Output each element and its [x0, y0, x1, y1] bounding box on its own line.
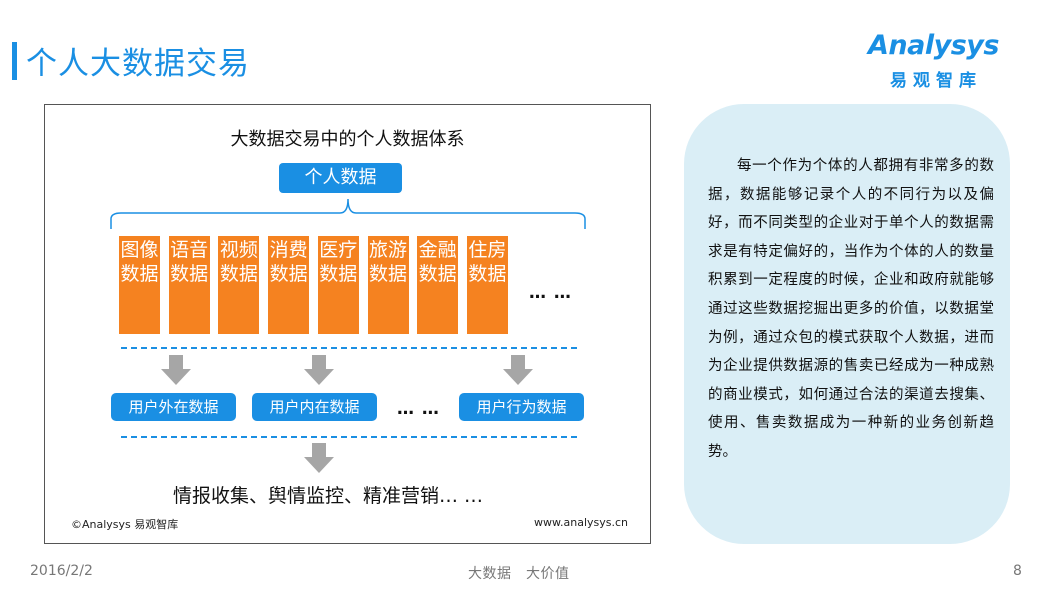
logo-chinese-name: 易观智库: [890, 71, 982, 91]
category-box: 图像数据: [119, 236, 160, 334]
root-node: 个人数据: [279, 163, 402, 193]
category-box: 消费数据: [268, 236, 310, 334]
categories-ellipsis: … …: [529, 283, 572, 303]
footer-slogan: 大数据 大价值: [468, 566, 570, 582]
category-box: 旅游数据: [367, 236, 409, 334]
down-arrow-outcome: [304, 443, 334, 473]
page-number: 8: [1013, 563, 1022, 579]
description-text: 每一个作为个体的人都拥有非常多的数据，数据能够记录个人的不同行为以及偏好，而不同…: [708, 158, 994, 460]
personal-data-diagram: 大数据交易中的个人数据体系 个人数据 图像数据 语音数据 视频数据 消费数据 医疗数据旅…: [44, 104, 651, 544]
down-arrow-2: [304, 355, 334, 385]
dashed-divider-top: [121, 347, 577, 349]
description-panel: 每一个作为个体的人都拥有非常多的数据，数据能够记录个人的不同行为以及偏好，而不同…: [684, 104, 1010, 544]
diagram-title: 大数据交易中的个人数据体系: [230, 129, 465, 150]
category-box: 视频数据: [218, 236, 260, 334]
website-note: www.analysys.cn: [534, 516, 628, 529]
category-box: 医疗数据: [317, 236, 359, 334]
category-box: 金融数据: [417, 236, 459, 334]
subgroup-external: 用户外在数据: [111, 393, 236, 421]
subgroups-ellipsis: … …: [397, 399, 440, 419]
title-accent-bar: [12, 42, 17, 80]
page-title: 个人大数据交易: [26, 46, 250, 82]
category-box: 住房数据: [466, 236, 508, 334]
down-arrow-3: [503, 355, 533, 385]
subgroup-internal: 用户内在数据: [252, 393, 377, 421]
copyright-note: ©Analysys 易观智库: [71, 518, 179, 531]
subgroup-behavior: 用户行为数据: [459, 393, 584, 421]
category-box: 语音数据: [168, 236, 210, 334]
analysys-logo: Analysys 易观智库: [868, 30, 1018, 92]
logo-wordmark: Analysys: [868, 30, 999, 61]
footer-date: 2016/2/2: [30, 563, 93, 579]
brace-connector: [110, 198, 586, 229]
dashed-divider-bottom: [121, 436, 577, 438]
down-arrow-1: [161, 355, 191, 385]
outcome-text: 情报收集、舆情监控、精准营销… …: [173, 485, 484, 507]
